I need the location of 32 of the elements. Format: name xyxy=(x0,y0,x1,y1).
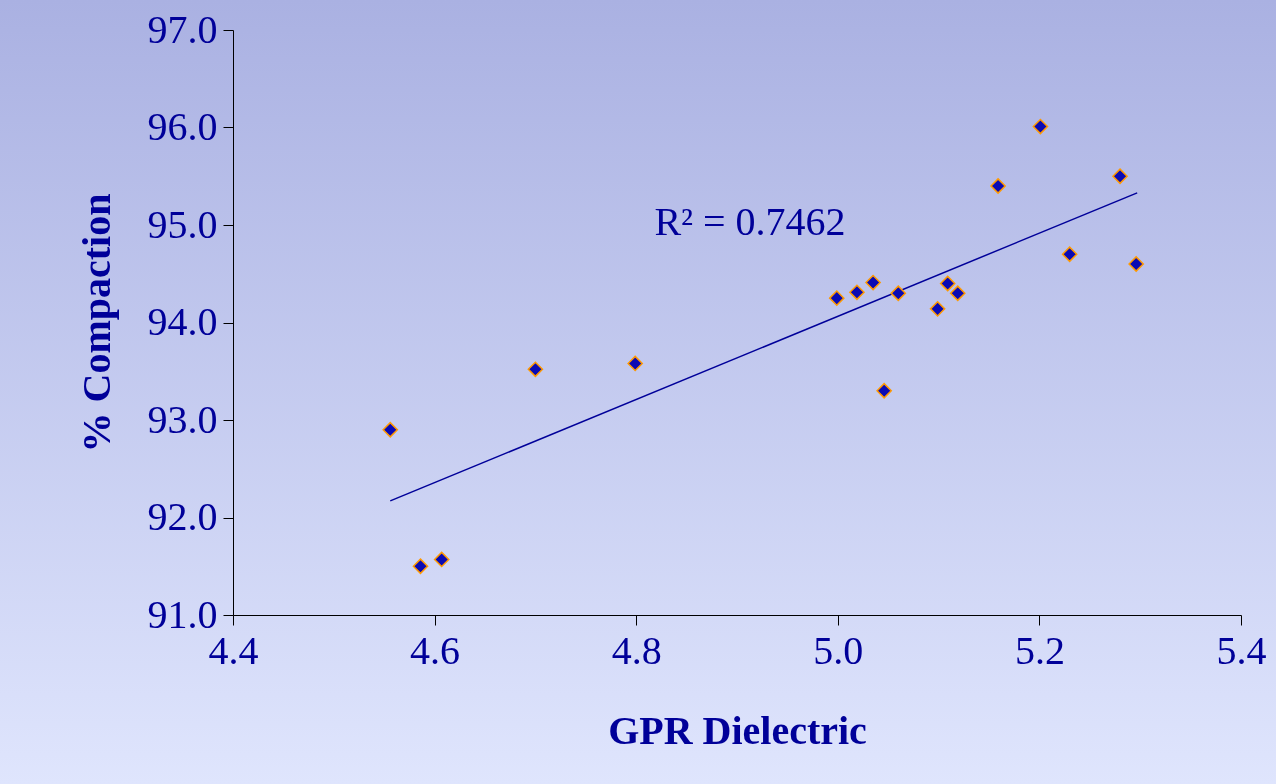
y-tick-label: 95.0 xyxy=(147,201,218,247)
point xyxy=(382,421,399,438)
point xyxy=(412,558,429,575)
y-tick-label: 96.0 xyxy=(147,104,218,149)
x-tick-label: 4.8 xyxy=(611,627,662,673)
y-tick-label: 92.0 xyxy=(147,494,218,539)
point xyxy=(849,284,865,301)
point xyxy=(939,275,956,292)
y-axis-title: % Compaction xyxy=(73,193,119,453)
point xyxy=(865,274,881,291)
y-tick-label: 97.0 xyxy=(147,6,218,52)
point xyxy=(627,355,644,372)
point xyxy=(433,551,450,568)
x-axis-title: GPR Dielectric xyxy=(608,707,867,753)
point xyxy=(890,285,907,302)
annotation: R² = 0.7462 xyxy=(654,199,846,244)
x-tick-label: 5.0 xyxy=(813,627,864,673)
point xyxy=(929,301,946,317)
point xyxy=(949,285,966,302)
point xyxy=(1112,168,1128,185)
point xyxy=(1128,256,1144,272)
x-tick-label: 4.6 xyxy=(410,627,461,673)
y-tick-label: 94.0 xyxy=(147,299,218,344)
point xyxy=(876,382,892,399)
x-tick-label: 5.2 xyxy=(1014,627,1065,673)
point xyxy=(1061,246,1078,263)
y-tick-label: 93.0 xyxy=(147,396,218,442)
point xyxy=(990,178,1006,194)
point xyxy=(527,361,544,378)
point xyxy=(1032,118,1049,135)
x-tick-label: 5.4 xyxy=(1216,627,1267,673)
point xyxy=(828,290,845,306)
